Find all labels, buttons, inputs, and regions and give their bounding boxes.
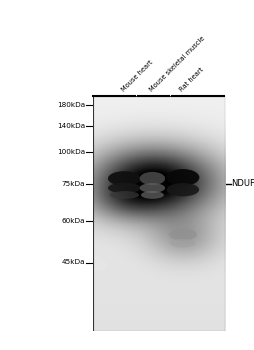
Ellipse shape bbox=[167, 183, 199, 196]
Ellipse shape bbox=[108, 171, 141, 186]
Text: 100kDa: 100kDa bbox=[57, 149, 85, 155]
Text: NDUFS1: NDUFS1 bbox=[231, 179, 254, 188]
Text: Mouse skeletal muscle: Mouse skeletal muscle bbox=[148, 35, 206, 93]
Text: Rat heart: Rat heart bbox=[179, 66, 205, 93]
Ellipse shape bbox=[140, 183, 165, 193]
Text: 45kDa: 45kDa bbox=[61, 259, 85, 266]
Text: 75kDa: 75kDa bbox=[61, 181, 85, 187]
Text: Mouse heart: Mouse heart bbox=[120, 59, 154, 93]
Ellipse shape bbox=[141, 191, 164, 199]
Text: 60kDa: 60kDa bbox=[61, 218, 85, 224]
Ellipse shape bbox=[108, 183, 141, 193]
Text: 140kDa: 140kDa bbox=[57, 123, 85, 129]
Ellipse shape bbox=[169, 228, 197, 241]
Ellipse shape bbox=[166, 169, 199, 186]
Ellipse shape bbox=[140, 172, 165, 185]
Ellipse shape bbox=[170, 239, 196, 248]
Ellipse shape bbox=[110, 191, 139, 199]
Text: 180kDa: 180kDa bbox=[57, 102, 85, 108]
